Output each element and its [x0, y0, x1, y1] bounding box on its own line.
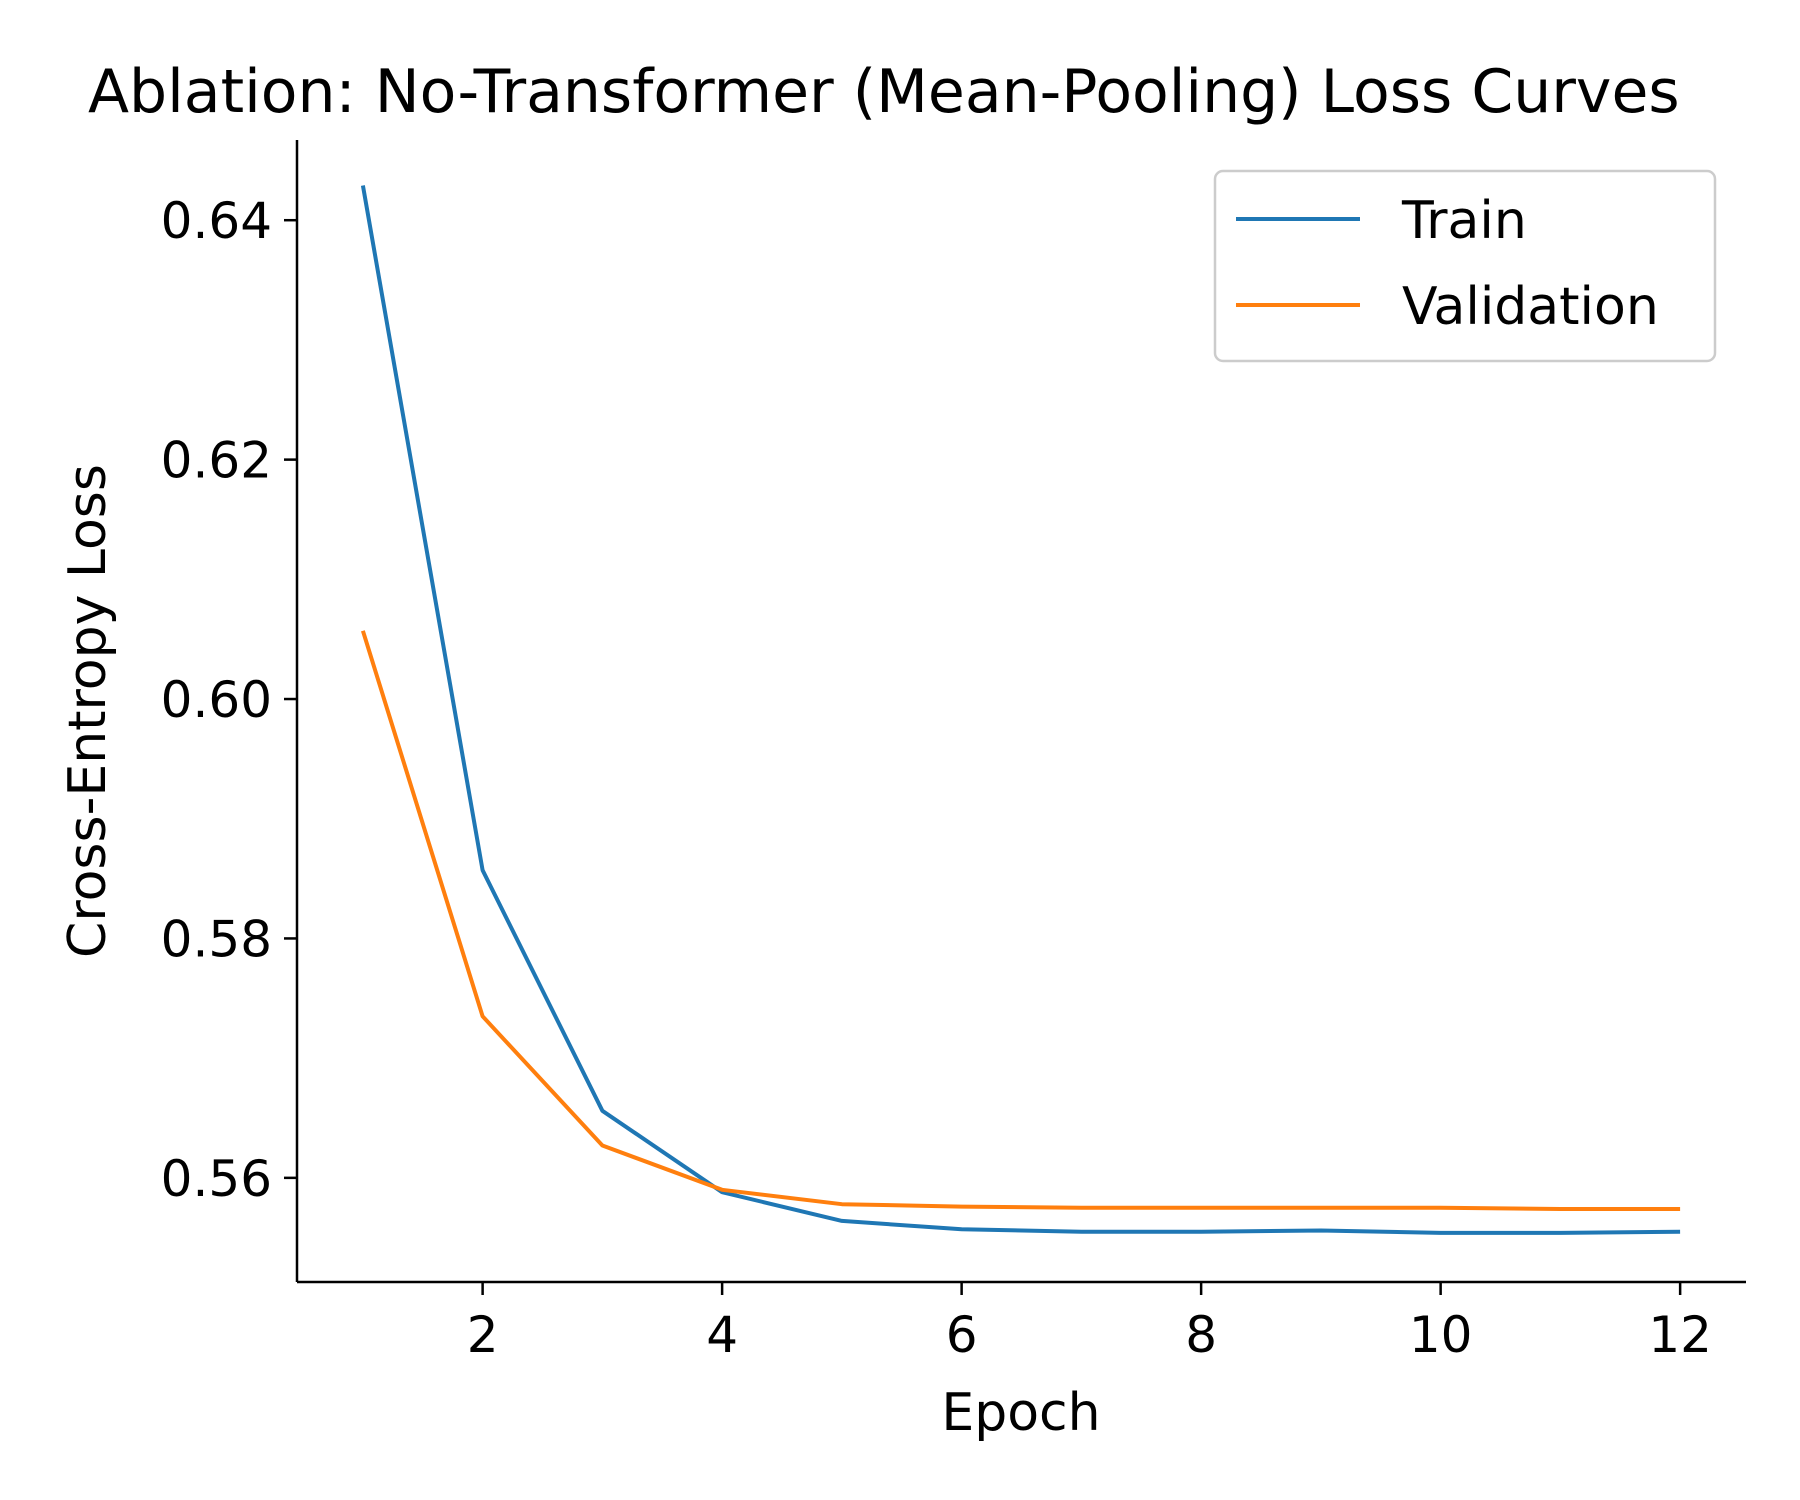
x-axis-ticks: 2 4 6 8 10 12: [467, 1282, 1712, 1364]
series-line-train: [360, 185, 1681, 1235]
legend-label-train: Train: [1401, 191, 1527, 251]
y-tick-label: 0.62: [161, 432, 272, 490]
x-tick-label: 8: [1185, 1306, 1217, 1364]
y-tick-label: 0.56: [161, 1150, 272, 1208]
y-axis-label: Cross-Entropy Loss: [58, 464, 118, 958]
series-line-validation: [360, 630, 1681, 1211]
y-tick-label: 0.58: [161, 910, 272, 968]
legend-label-validation: Validation: [1402, 277, 1659, 337]
x-tick-label: 2: [467, 1306, 499, 1364]
y-tick-label: 0.60: [161, 671, 272, 729]
legend: Train Validation: [1213, 169, 1717, 363]
x-tick-label: 10: [1409, 1306, 1473, 1364]
plot-area: [360, 185, 1681, 1235]
x-axis-label: Epoch: [941, 1383, 1100, 1443]
y-axis-ticks: 0.56 0.58 0.60 0.62 0.64: [161, 192, 297, 1208]
x-tick-label: 4: [706, 1306, 738, 1364]
x-tick-label: 6: [946, 1306, 978, 1364]
x-tick-label: 12: [1648, 1306, 1712, 1364]
chart-title: Ablation: No-Transformer (Mean-Pooling) …: [88, 57, 1680, 127]
y-tick-label: 0.64: [161, 192, 272, 250]
